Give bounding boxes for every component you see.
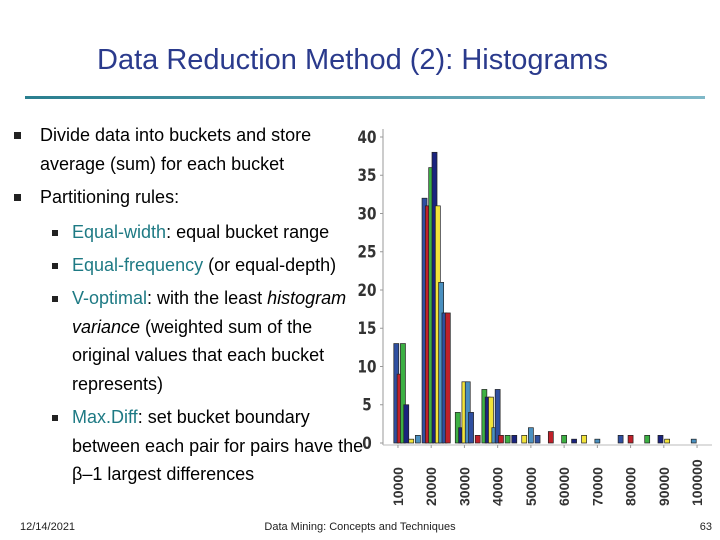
term: Equal-width: [72, 222, 167, 242]
bar: [657, 435, 664, 444]
bar: [594, 438, 601, 444]
title-rule: [25, 96, 705, 99]
text: : equal bucket range: [166, 222, 330, 242]
bar: [415, 435, 421, 444]
bar: [571, 438, 577, 444]
bullet-marker: [52, 296, 58, 302]
bar: [547, 431, 554, 444]
bar: [400, 343, 406, 444]
x-tick-label: 50000: [523, 467, 539, 506]
sub-bullet: Max.Diff: set bucket boundary between ea…: [72, 403, 370, 489]
bar: [403, 404, 410, 444]
y-tick-label: 5: [362, 395, 371, 415]
bar: [561, 435, 567, 444]
bar: [488, 396, 494, 444]
y-tick-label: 0: [362, 434, 371, 454]
text: : set bucket boundary between each pair …: [72, 407, 364, 484]
sub-bullet: Equal-width: equal bucket range: [72, 218, 370, 247]
bar: [468, 412, 474, 444]
text: (or equal-depth): [203, 255, 337, 275]
y-tick-label: 20: [358, 281, 377, 301]
slide-title: Data Reduction Method (2): Histograms: [97, 44, 608, 76]
bullet: Partitioning rules:: [40, 183, 350, 212]
bar: [444, 312, 451, 444]
y-tick-label: 35: [358, 166, 377, 186]
bullet-marker: [52, 263, 58, 269]
bar: [498, 435, 504, 444]
x-tick-label: 100000: [689, 459, 705, 506]
x-tick-label: 60000: [556, 467, 572, 506]
bar: [408, 438, 415, 444]
y-tick-label: 25: [358, 242, 377, 262]
text: Divide data into buckets and store avera…: [40, 125, 312, 174]
bar: [627, 435, 634, 444]
bullet-marker: [14, 194, 21, 201]
bar: [690, 438, 697, 444]
text: histogram variance: [72, 288, 347, 337]
y-tick-label: 15: [358, 319, 377, 339]
sub-bullet: V-optimal: with the least histogram vari…: [72, 284, 370, 398]
bar: [664, 438, 670, 444]
y-tick-label: 30: [358, 204, 377, 224]
x-tick-label: 80000: [623, 467, 639, 506]
x-tick-label: 10000: [390, 467, 406, 506]
text: : with the least: [147, 288, 268, 308]
bullet-marker: [52, 230, 58, 236]
x-tick-label: 70000: [589, 467, 605, 506]
bar: [494, 389, 501, 444]
bar: [581, 435, 587, 444]
y-tick-label: 40: [358, 128, 377, 148]
bullet-marker: [14, 132, 21, 139]
bar: [644, 435, 651, 444]
footer-center: Data Mining: Concepts and Techniques: [264, 521, 456, 533]
bar: [504, 435, 511, 444]
term: Max.Diff: [72, 407, 138, 427]
page-number: 63: [699, 521, 712, 533]
text: Partitioning rules:: [40, 187, 180, 207]
bar: [511, 435, 518, 444]
bar: [528, 427, 534, 444]
term: V-optimal: [72, 288, 148, 308]
bullet-marker: [52, 415, 58, 421]
bullet: Divide data into buckets and store avera…: [40, 121, 350, 178]
x-tick-label: 30000: [456, 467, 472, 506]
x-tick-label: 40000: [490, 467, 506, 506]
x-tick-label: 20000: [423, 467, 439, 506]
footer-date: 12/14/2021: [20, 521, 76, 533]
bar: [474, 435, 481, 444]
x-tick-label: 90000: [656, 467, 672, 506]
bar: [534, 435, 541, 444]
sub-bullet: Equal-frequency (or equal-depth): [72, 251, 370, 280]
y-tick-label: 10: [358, 357, 377, 377]
bar: [521, 435, 528, 444]
text: (weighted sum of the original values tha…: [72, 316, 325, 394]
bar: [617, 435, 624, 444]
term: Equal-frequency: [72, 255, 204, 275]
